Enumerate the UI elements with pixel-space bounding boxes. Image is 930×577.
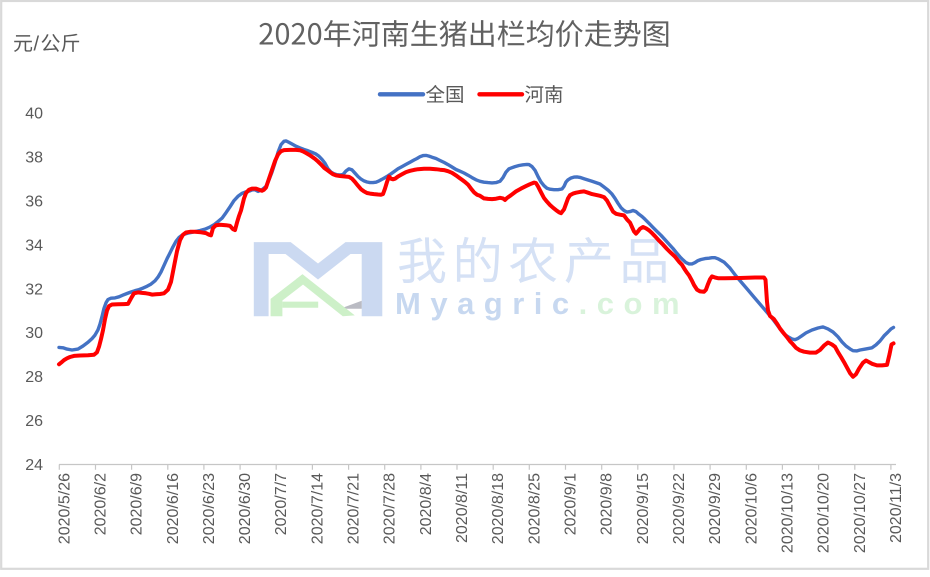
svg-text:24: 24 [25, 457, 43, 474]
svg-text:2020/8/18: 2020/8/18 [490, 473, 507, 544]
svg-text:2020/9/15: 2020/9/15 [635, 473, 652, 544]
svg-text:Myagric.com: Myagric.com [395, 286, 689, 321]
svg-text:2020/5/26: 2020/5/26 [56, 473, 73, 544]
svg-text:2020/10/27: 2020/10/27 [852, 473, 869, 553]
svg-text:2020/7/14: 2020/7/14 [309, 473, 326, 544]
svg-text:2020/10/13: 2020/10/13 [779, 473, 796, 553]
svg-text:32: 32 [25, 281, 43, 298]
svg-text:26: 26 [25, 413, 43, 430]
svg-text:2020/8/11: 2020/8/11 [454, 473, 471, 543]
svg-text:2020/9/8: 2020/9/8 [599, 473, 616, 535]
svg-text:2020/9/29: 2020/9/29 [707, 473, 724, 544]
svg-text:30: 30 [25, 325, 43, 342]
svg-text:2020/9/22: 2020/9/22 [671, 473, 688, 544]
svg-text:2020/8/4: 2020/8/4 [418, 473, 435, 535]
svg-text:2020/6/2: 2020/6/2 [93, 473, 110, 535]
svg-text:2020/6/16: 2020/6/16 [165, 473, 182, 544]
svg-text:2020/11/3: 2020/11/3 [888, 473, 905, 543]
svg-text:36: 36 [25, 193, 43, 210]
svg-text:/: / [34, 33, 40, 55]
svg-text:2020/7/28: 2020/7/28 [382, 473, 399, 544]
svg-text:38: 38 [25, 150, 43, 167]
svg-text:2020/7/21: 2020/7/21 [346, 473, 363, 544]
svg-text:2020/7/7: 2020/7/7 [273, 473, 290, 535]
svg-text:2020/8/25: 2020/8/25 [526, 473, 543, 544]
svg-text:2020/6/30: 2020/6/30 [237, 473, 254, 544]
svg-text:40: 40 [25, 106, 43, 123]
svg-text:2020/6/9: 2020/6/9 [129, 473, 146, 535]
svg-text:34: 34 [25, 237, 43, 254]
svg-text:2020/9/1: 2020/9/1 [563, 473, 580, 535]
svg-text:2020/6/23: 2020/6/23 [201, 473, 218, 544]
svg-text:2020/10/6: 2020/10/6 [743, 473, 760, 544]
svg-text:28: 28 [25, 369, 43, 386]
svg-text:2020/10/20: 2020/10/20 [816, 473, 833, 553]
